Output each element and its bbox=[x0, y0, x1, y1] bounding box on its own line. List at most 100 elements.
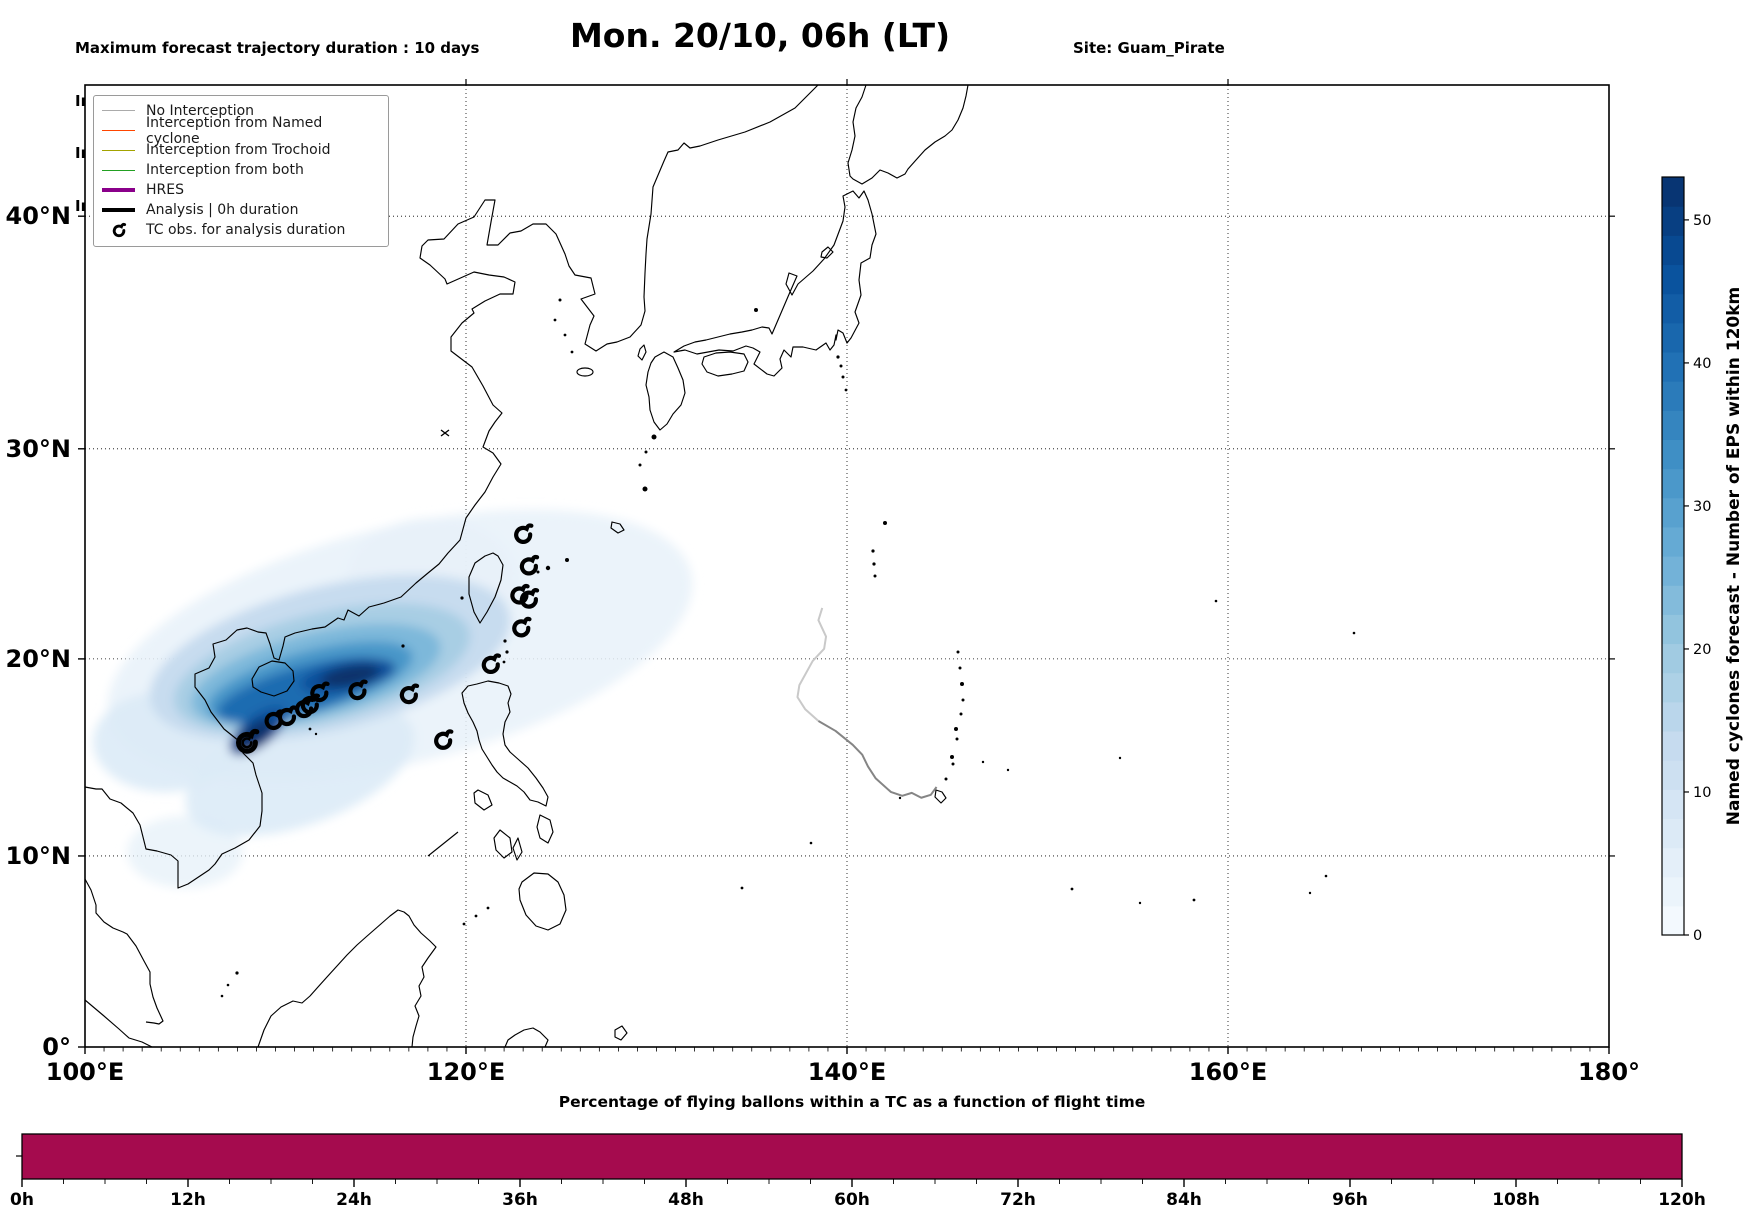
latitude-label: 0° bbox=[42, 1033, 71, 1061]
flight-time-label: 48h bbox=[668, 1190, 704, 1210]
colorbar-step bbox=[1662, 351, 1684, 382]
colorbar-step bbox=[1662, 206, 1684, 236]
colorbar-step bbox=[1662, 497, 1684, 528]
legend-row-4: HRES bbox=[102, 180, 380, 200]
legend-row-1: Interception from Named cyclone bbox=[102, 115, 380, 147]
colorbar-ticks: 0 10 20 30 40 50 bbox=[1684, 213, 1711, 944]
colorbar-step bbox=[1662, 876, 1684, 907]
colorbar-step bbox=[1662, 760, 1684, 790]
latitude-label: 20°N bbox=[6, 645, 71, 673]
site-line: Site: Guam_Pirate bbox=[1073, 39, 1225, 57]
legend-label: Interception from Named cyclone bbox=[146, 114, 323, 147]
colorbar-step bbox=[1662, 322, 1684, 353]
legend-label: Interception from Trochoid bbox=[146, 142, 331, 159]
legend-line bbox=[102, 110, 135, 112]
legend-label: No Interception bbox=[146, 102, 255, 119]
colorbar-step bbox=[1662, 381, 1684, 411]
legend-line-swatch bbox=[102, 188, 135, 193]
legend-label: TC obs. for analysis duration bbox=[146, 221, 346, 238]
colorbar-title: Named cyclones forecast - Number of EPS … bbox=[1724, 287, 1744, 826]
colorbar-step bbox=[1662, 177, 1684, 207]
x-marker bbox=[440, 429, 450, 437]
map-axis-ticks bbox=[78, 79, 1615, 1054]
colorbar-step bbox=[1662, 235, 1684, 266]
legend-line bbox=[102, 149, 135, 151]
flight-time-label: 96h bbox=[1332, 1190, 1368, 1210]
legend-line bbox=[102, 169, 135, 171]
colorbar-tick-label: 30 bbox=[1693, 499, 1711, 515]
flight-time-label: 84h bbox=[1166, 1190, 1202, 1210]
flight-time-label: 12h bbox=[170, 1190, 206, 1210]
max-duration-line: Maximum forecast trajectory duration : 1… bbox=[75, 39, 480, 57]
legend-row-6: TC obs. for analysis duration bbox=[102, 220, 380, 240]
tc-obs-glyph-use bbox=[112, 222, 126, 237]
legend-line bbox=[102, 130, 135, 132]
colorbar-step bbox=[1662, 789, 1684, 819]
colorbar-tick-label: 10 bbox=[1693, 785, 1711, 801]
legend-row-2: Interception from Trochoid bbox=[102, 141, 380, 161]
legend-row-5: Analysis | 0h duration bbox=[102, 200, 380, 220]
colorbar-tick-label: 50 bbox=[1693, 213, 1711, 229]
latitude-label: 40°N bbox=[6, 202, 71, 230]
legend-line-swatch bbox=[102, 110, 135, 112]
bottom-chart-x-ticks: 0h 12h 24h 36h 48h 60h 72h 84h 96h 108h 120h bbox=[10, 1179, 1706, 1210]
colorbar-step bbox=[1662, 847, 1684, 878]
colorbar-frame bbox=[1661, 176, 1685, 936]
small-island-dots bbox=[220, 298, 1356, 998]
colorbar-step bbox=[1662, 526, 1684, 557]
colorbar-step bbox=[1662, 556, 1684, 586]
eps-density-shading bbox=[93, 509, 693, 888]
colorbar-step bbox=[1662, 672, 1684, 703]
colorbar-tick-label: 0 bbox=[1693, 928, 1702, 944]
latitude-label: 10°N bbox=[6, 842, 71, 870]
longitude-label: 120°E bbox=[427, 1058, 506, 1086]
colorbar-step bbox=[1662, 410, 1684, 440]
legend-line bbox=[102, 207, 135, 212]
flight-time-label: 60h bbox=[834, 1190, 870, 1210]
legend-label: Interception from both bbox=[146, 162, 304, 179]
colorbar-step bbox=[1662, 468, 1684, 499]
legend-line-swatch bbox=[102, 130, 135, 132]
colorbar-step bbox=[1662, 701, 1684, 732]
map-axis-labels: 100°E 120°E 140°E 160°E 180° 40°N 30°N 20°N 10°N… bbox=[6, 202, 1641, 1086]
longitude-label: 180° bbox=[1578, 1058, 1640, 1086]
legend-line-swatch bbox=[102, 207, 135, 212]
legend-line bbox=[102, 188, 135, 193]
longitude-label: 160°E bbox=[1189, 1058, 1268, 1086]
colorbar-tick-label: 20 bbox=[1693, 642, 1711, 658]
flight-time-label: 0h bbox=[10, 1190, 34, 1210]
tc-obs-glyph bbox=[112, 222, 126, 237]
figure-title: Mon. 20/10, 06h (LT) bbox=[569, 16, 951, 55]
legend-line-swatch bbox=[102, 169, 135, 171]
flight-time-label: 108h bbox=[1492, 1190, 1540, 1210]
flight-time-label: 120h bbox=[1658, 1190, 1706, 1210]
colorbar-step bbox=[1662, 439, 1684, 470]
colorbar-step bbox=[1662, 905, 1684, 936]
colorbar-tick-label: 40 bbox=[1693, 356, 1711, 372]
longitude-label: 140°E bbox=[808, 1058, 887, 1086]
tc-obs-icon bbox=[102, 219, 135, 241]
colorbar-step bbox=[1662, 585, 1684, 615]
colorbar-step bbox=[1662, 614, 1684, 645]
trajectory-segment bbox=[817, 720, 938, 799]
colorbar-step bbox=[1662, 643, 1684, 674]
legend-line-swatch bbox=[102, 149, 135, 151]
legend-label: Analysis | 0h duration bbox=[146, 201, 299, 218]
flight-time-label: 36h bbox=[502, 1190, 538, 1210]
no-interception-trajectory bbox=[796, 607, 938, 799]
trajectory-segment bbox=[796, 607, 828, 722]
bottom-chart-title: Percentage of flying ballons within a TC… bbox=[559, 1093, 1146, 1111]
colorbar-step bbox=[1662, 818, 1684, 849]
percentage-bar bbox=[21, 1133, 1683, 1180]
coastlines bbox=[84, 84, 969, 1048]
colorbar-step bbox=[1662, 293, 1684, 324]
flight-time-label: 72h bbox=[1000, 1190, 1036, 1210]
colorbar-step bbox=[1662, 730, 1684, 761]
map-legend: No Interception Interception from Named c… bbox=[93, 95, 389, 247]
colorbar-step bbox=[1662, 264, 1684, 295]
flight-time-label: 24h bbox=[336, 1190, 372, 1210]
legend-row-0: No Interception bbox=[102, 101, 380, 121]
legend-row-3: Interception from both bbox=[102, 160, 380, 180]
latitude-label: 30°N bbox=[6, 435, 71, 463]
